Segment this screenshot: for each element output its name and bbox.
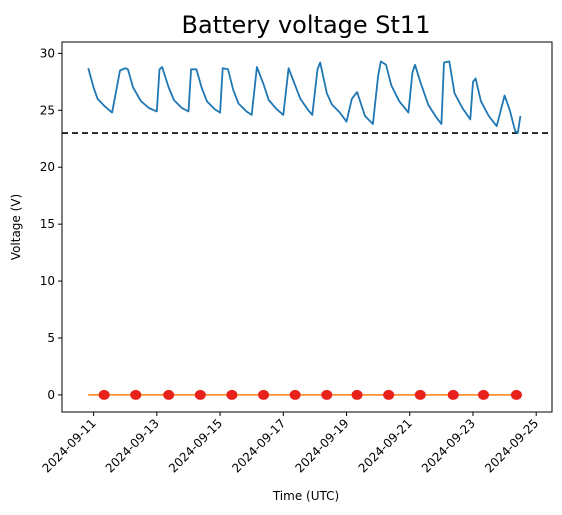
x-tick-label: 2024-09-19	[292, 416, 351, 475]
x-tick-label: 2024-09-13	[103, 416, 162, 475]
x-tick-label: 2024-09-23	[419, 416, 478, 475]
event-marker	[163, 389, 175, 400]
y-tick-label: 25	[40, 103, 55, 117]
voltage-series-line	[87, 60, 522, 134]
x-tick-label: 2024-09-25	[482, 416, 541, 475]
series-layer	[62, 60, 552, 400]
event-marker	[226, 389, 238, 400]
event-marker	[98, 389, 110, 400]
y-tick-label: 10	[40, 274, 55, 288]
event-marker	[383, 389, 395, 400]
event-marker	[321, 389, 333, 400]
plot-area	[61, 41, 553, 413]
y-tick-label: 20	[40, 160, 55, 174]
x-tick-label: 2024-09-15	[166, 416, 225, 475]
y-tick-label: 5	[47, 331, 55, 345]
event-marker	[351, 389, 363, 400]
y-tick-label: 15	[40, 217, 55, 231]
y-axis-label: Voltage (V)	[9, 194, 23, 260]
x-tick-label: 2024-09-17	[229, 416, 288, 475]
event-marker	[447, 389, 459, 400]
event-marker	[414, 389, 426, 400]
y-tick-label: 30	[40, 46, 55, 60]
y-tick-label: 0	[47, 388, 55, 402]
x-axis: 2024-09-11 2024-09-13 2024-09-15 2024-09-17…	[40, 412, 541, 475]
x-tick-label: 2024-09-11	[40, 416, 99, 475]
x-tick-label: 2024-09-21	[356, 416, 415, 475]
event-marker	[289, 389, 301, 400]
event-marker	[194, 389, 206, 400]
event-marker	[478, 389, 490, 400]
event-marker	[130, 389, 142, 400]
event-marker	[258, 389, 270, 400]
chart-title: Battery voltage St11	[182, 11, 431, 39]
y-axis: 0 5 10 15 20 25 30	[40, 46, 62, 402]
event-marker	[510, 389, 522, 400]
x-axis-label: Time (UTC)	[272, 489, 339, 503]
